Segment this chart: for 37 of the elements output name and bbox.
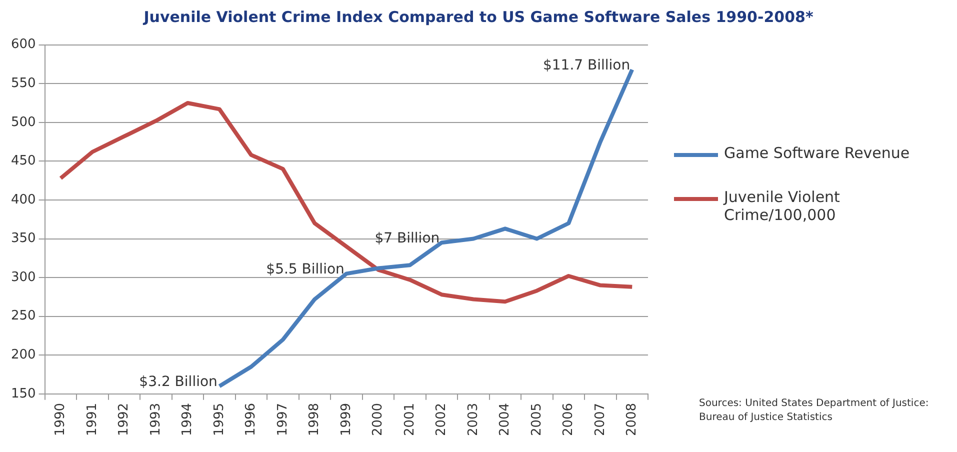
x-tick-label: 1995: [212, 402, 227, 436]
x-tick-label: 1993: [148, 402, 164, 436]
x-tick-label: 2005: [529, 402, 544, 436]
x-tick-label: 1991: [84, 402, 100, 436]
x-tick-label: 1998: [307, 402, 322, 436]
x-tick-label: 2008: [624, 402, 640, 436]
x-tick-label: 1996: [244, 402, 259, 436]
x-tick-label: 2001: [402, 402, 418, 436]
x-tick-label: 1990: [53, 402, 68, 436]
annotation: $7 Billion: [374, 230, 440, 246]
y-tick-label: 400: [10, 192, 36, 208]
x-tick-label: 1992: [116, 402, 132, 436]
legend-label: Game Software Revenue: [724, 144, 911, 162]
y-tick-label: 550: [10, 76, 36, 91]
source-note: Sources: United States Department of Justice: Bureau of Justice Statistics: [699, 397, 929, 425]
y-tick-label: 500: [10, 114, 36, 130]
annotation: $3.2 Billion: [139, 374, 218, 390]
annotation: $11.7 Billion: [542, 57, 630, 74]
annotation: $5.5 Billion: [266, 261, 344, 278]
x-tick-label: 2007: [592, 402, 608, 436]
y-tick-label: 350: [10, 231, 36, 246]
y-tick-label: 150: [10, 386, 36, 402]
y-tick-label: 300: [10, 270, 36, 285]
x-tick-label: 2004: [498, 402, 513, 436]
y-tick-label: 600: [10, 37, 36, 52]
y-tick-label: 450: [10, 154, 36, 169]
x-tick-label: 2002: [434, 402, 450, 436]
y-tick-label: 200: [10, 348, 36, 362]
y-tick-label: 250: [10, 308, 36, 324]
x-tick-label: 1997: [275, 402, 290, 436]
x-tick-label: 1999: [338, 402, 354, 436]
x-tick-label: 2000: [370, 402, 386, 436]
x-tick-label: 2006: [561, 402, 576, 436]
legend-label: Juvenile Violent Crime/100,000: [724, 188, 841, 224]
chart-title: Juvenile Violent Crime Index Compared to US Game Software Sales 1990-2008*: [142, 8, 814, 28]
x-tick-label: 1994: [180, 402, 196, 436]
x-tick-label: 2003: [466, 402, 481, 436]
